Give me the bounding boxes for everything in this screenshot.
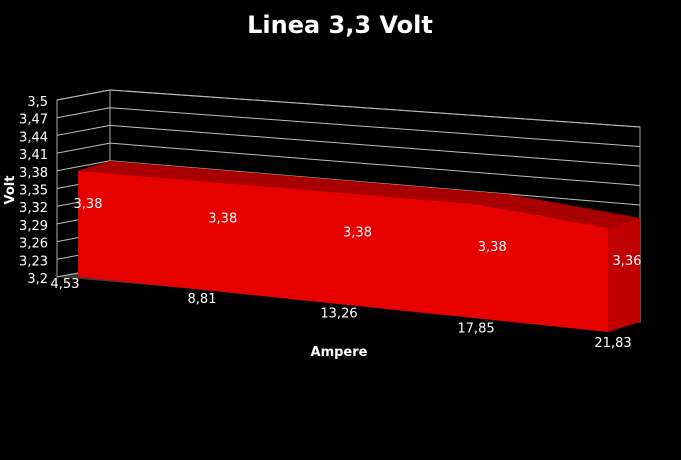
y-tick-label: 3,32	[19, 201, 48, 216]
gridline	[109, 142, 641, 186]
gridline-side	[56, 124, 111, 136]
x-tick-label: 13,26	[320, 307, 357, 322]
y-tick-label: 3,23	[19, 254, 48, 269]
y-tick-label: 3,41	[19, 148, 48, 163]
series-area	[78, 170, 608, 332]
x-tick-label: 4,53	[51, 277, 80, 292]
chart-title: Linea 3,3 Volt	[247, 11, 433, 39]
gridline	[109, 89, 641, 128]
gridline-side	[56, 142, 111, 154]
series-end-face	[608, 218, 640, 332]
gridline-side	[56, 160, 111, 172]
y-tick-label: 3,26	[19, 237, 48, 252]
data-label: 3,36	[613, 254, 642, 269]
series-top-surface	[78, 160, 640, 228]
y-tick-label: 3,44	[19, 130, 48, 145]
gridline	[109, 107, 641, 147]
gridline-side	[56, 89, 111, 101]
x-axis-title: Ampere	[311, 345, 368, 360]
y-tick-label: 3,47	[19, 113, 48, 128]
x-tick-label: 8,81	[188, 292, 217, 307]
data-label: 3,38	[478, 240, 507, 255]
data-label: 3,38	[208, 211, 237, 226]
x-tick-label: 17,85	[457, 321, 494, 336]
y-tick-label: 3,5	[27, 95, 48, 110]
data-label: 3,38	[74, 197, 103, 212]
y-tick-label: 3,38	[19, 166, 48, 181]
y-tick-label: 3,2	[27, 272, 48, 287]
y-tick-label: 3,35	[19, 184, 48, 199]
y-axis-title: Volt	[3, 176, 18, 205]
y-tick-label: 3,29	[19, 219, 48, 234]
plot-area: 3,2 3,23 3,26 3,29 3,32 3,35 3,38 3,41 3,44 3,47 3…	[19, 89, 642, 351]
gridline-side	[56, 107, 111, 119]
x-tick-label: 21,83	[594, 336, 631, 351]
gridline	[109, 124, 641, 167]
data-label: 3,38	[343, 226, 372, 241]
